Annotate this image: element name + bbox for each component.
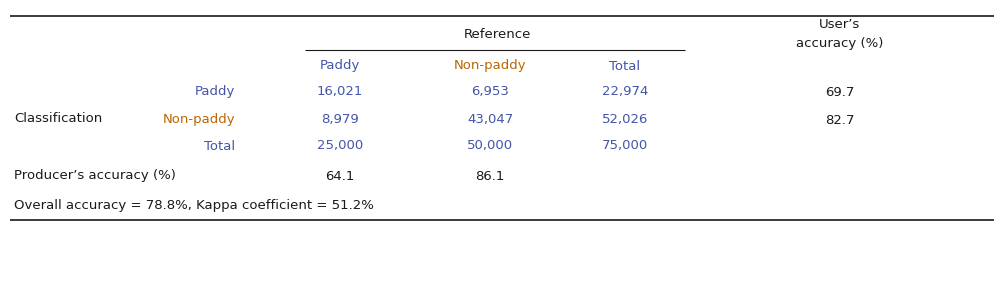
Text: 8,979: 8,979 xyxy=(321,113,358,126)
Text: Classification: Classification xyxy=(14,113,102,126)
Text: 82.7: 82.7 xyxy=(824,113,854,126)
Text: 16,021: 16,021 xyxy=(317,86,363,98)
Text: accuracy (%): accuracy (%) xyxy=(795,37,883,50)
Text: Non-paddy: Non-paddy xyxy=(453,60,526,73)
Text: 43,047: 43,047 xyxy=(466,113,513,126)
Text: Reference: Reference xyxy=(463,27,531,41)
Text: User’s: User’s xyxy=(818,18,860,31)
Text: Overall accuracy = 78.8%, Kappa coefficient = 51.2%: Overall accuracy = 78.8%, Kappa coeffici… xyxy=(14,200,373,213)
Text: 50,000: 50,000 xyxy=(466,139,513,153)
Text: 22,974: 22,974 xyxy=(601,86,648,98)
Text: Paddy: Paddy xyxy=(195,86,235,98)
Text: Non-paddy: Non-paddy xyxy=(162,113,235,126)
Text: Total: Total xyxy=(204,139,235,153)
Text: Producer’s accuracy (%): Producer’s accuracy (%) xyxy=(14,170,176,183)
Text: Paddy: Paddy xyxy=(320,60,360,73)
Text: 86.1: 86.1 xyxy=(474,170,505,183)
Text: 6,953: 6,953 xyxy=(470,86,509,98)
Text: Total: Total xyxy=(609,60,640,73)
Text: 75,000: 75,000 xyxy=(601,139,648,153)
Text: 52,026: 52,026 xyxy=(601,113,648,126)
Text: 69.7: 69.7 xyxy=(824,86,854,98)
Text: 64.1: 64.1 xyxy=(325,170,354,183)
Text: 25,000: 25,000 xyxy=(317,139,363,153)
